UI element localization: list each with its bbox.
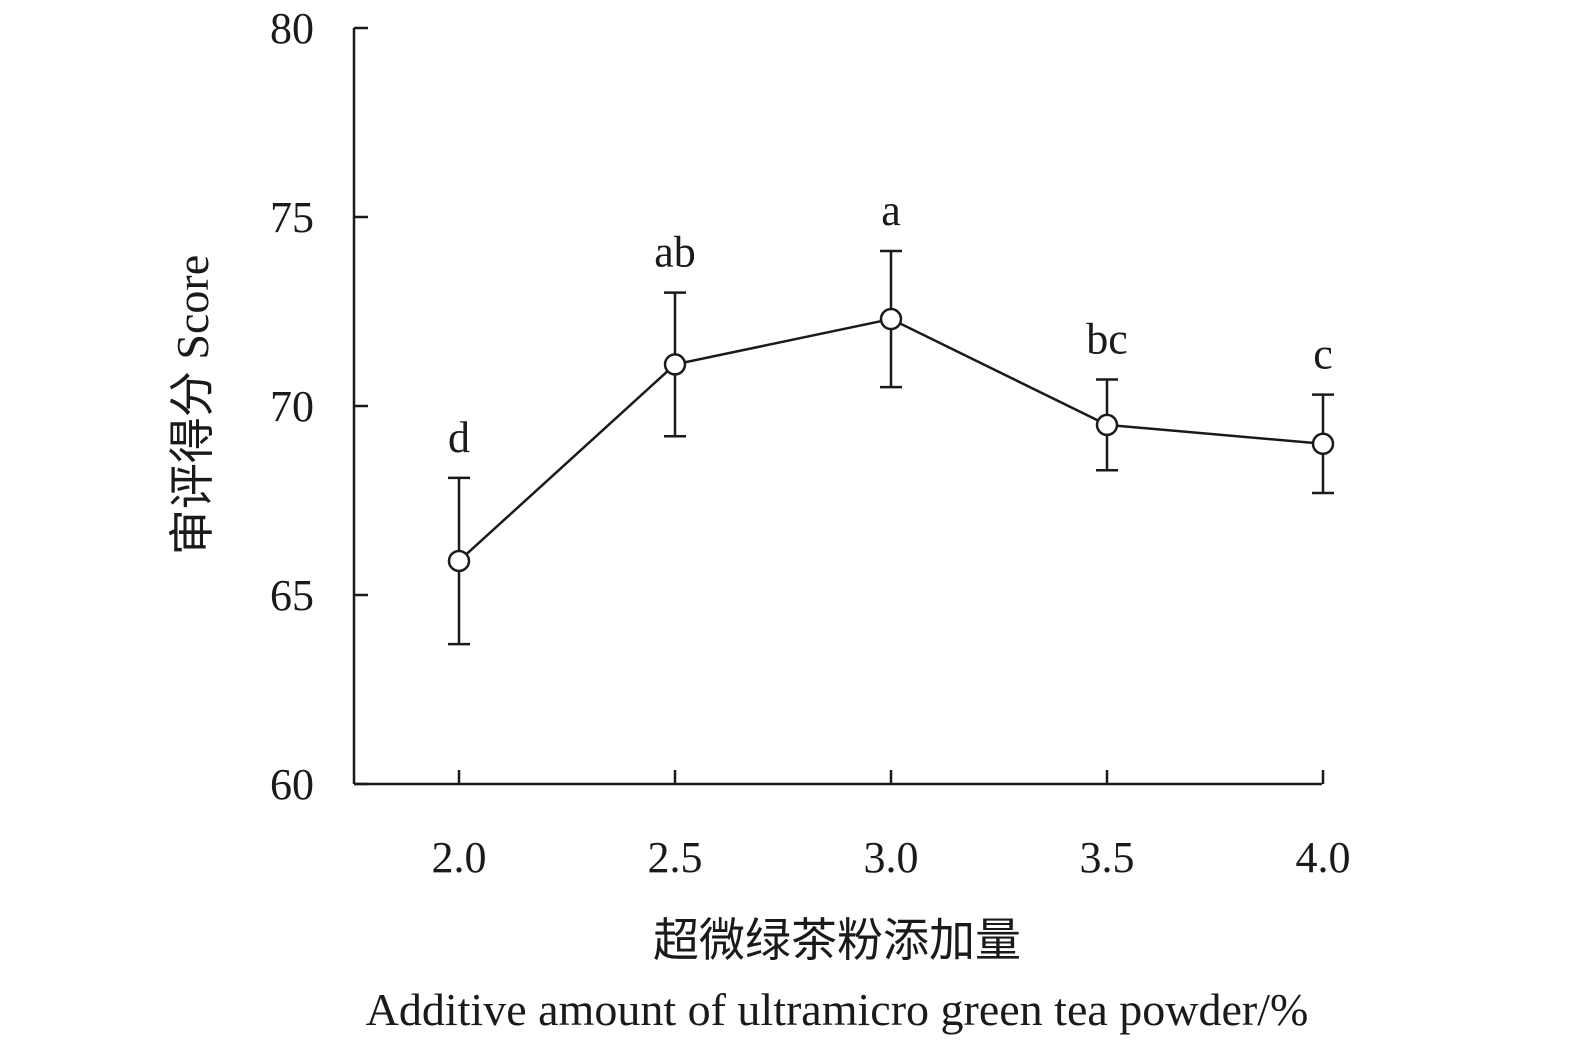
x-axis-title-en: Additive amount of ultramicro green tea …: [366, 984, 1309, 1035]
x-axis-ticks: 2.0 2.5 3.0 3.5 4.0: [432, 770, 1351, 882]
y-tick-label: 80: [270, 4, 314, 53]
x-tick-label: 4.0: [1296, 833, 1351, 882]
y-tick-label: 60: [270, 760, 314, 809]
data-point: [879, 307, 903, 331]
x-tick-label: 2.0: [432, 833, 487, 882]
x-tick-label: 2.5: [648, 833, 703, 882]
x-tick-label: 3.5: [1080, 833, 1135, 882]
y-axis-title: 审评得分 Score: [167, 255, 218, 555]
significance-letter: ab: [654, 228, 696, 277]
data-point: [1311, 432, 1335, 456]
y-tick-label: 75: [270, 193, 314, 242]
series-layer: d ab a bc c: [447, 186, 1335, 646]
x-axis-title-cn: 超微绿茶粉添加量: [653, 915, 1021, 966]
y-tick-label: 70: [270, 382, 314, 431]
significance-letter: d: [448, 413, 470, 462]
data-point: [663, 353, 687, 376]
x-tick-label: 3.0: [864, 833, 919, 882]
data-point: [447, 549, 471, 573]
significance-letter: a: [881, 186, 901, 235]
axes: [352, 28, 1322, 786]
y-axis-ticks: 60 65 70 75 80: [270, 4, 368, 809]
significance-letter: bc: [1086, 315, 1128, 364]
significance-letter: c: [1313, 330, 1333, 379]
y-tick-label: 65: [270, 571, 314, 620]
data-point: [1095, 413, 1119, 437]
